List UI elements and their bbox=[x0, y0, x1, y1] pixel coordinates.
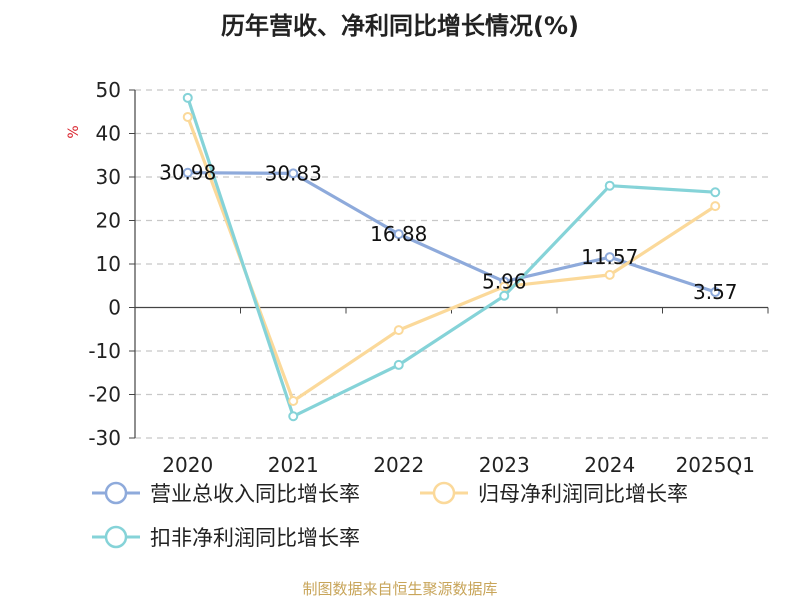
chart-title: 历年营收、净利同比增长情况(%) bbox=[221, 12, 579, 40]
data-point[interactable] bbox=[604, 252, 615, 263]
grid-lines bbox=[135, 89, 768, 439]
data-point[interactable] bbox=[182, 92, 193, 103]
data-point[interactable] bbox=[288, 396, 299, 407]
x-tick-labels: 2020 2021 2022 2023 2024 2025Q1 bbox=[162, 453, 755, 477]
y-tick-label: -20 bbox=[88, 383, 121, 407]
data-point[interactable] bbox=[182, 111, 193, 122]
legend-marker bbox=[104, 481, 128, 505]
y-tick-label: 10 bbox=[96, 252, 121, 276]
data-point[interactable] bbox=[604, 269, 615, 280]
source-note: 制图数据来自恒生聚源数据库 bbox=[302, 580, 498, 598]
series-line-2 bbox=[186, 116, 717, 403]
legend-marker bbox=[104, 525, 128, 549]
data-labels: 30.98 30.83 16.88 5.96 11.57 3.57 bbox=[159, 161, 737, 304]
legend-label: 归母净利润同比增长率 bbox=[478, 482, 688, 506]
x-tick-label: 2020 bbox=[162, 453, 213, 477]
series-line-1 bbox=[187, 171, 716, 294]
y-tick-label: 50 bbox=[96, 78, 121, 102]
data-point[interactable] bbox=[499, 290, 510, 301]
data-label: 16.88 bbox=[370, 222, 427, 246]
x-tick-label: 2023 bbox=[479, 453, 530, 477]
data-point[interactable] bbox=[604, 180, 615, 191]
data-point[interactable] bbox=[393, 229, 404, 240]
legend-item[interactable]: 归母净利润同比增长率 bbox=[420, 481, 688, 506]
data-label: 30.83 bbox=[265, 161, 322, 185]
data-label: 5.96 bbox=[482, 270, 527, 294]
x-tick-label: 2025Q1 bbox=[676, 453, 755, 477]
data-point[interactable] bbox=[393, 359, 404, 370]
data-point[interactable] bbox=[710, 201, 721, 212]
data-point[interactable] bbox=[393, 325, 404, 336]
y-tick-label: 0 bbox=[108, 296, 121, 320]
y-axis-unit-label: % bbox=[66, 125, 82, 138]
y-tick-label: 40 bbox=[96, 122, 121, 146]
y-tick-label: 20 bbox=[96, 209, 121, 233]
data-point[interactable] bbox=[288, 168, 299, 179]
data-point[interactable] bbox=[710, 187, 721, 198]
series-points bbox=[182, 92, 721, 422]
data-label: 11.57 bbox=[581, 245, 638, 269]
x-tick-label: 2022 bbox=[373, 453, 424, 477]
legend-label: 扣非净利润同比增长率 bbox=[150, 526, 360, 550]
x-tick-label: 2024 bbox=[584, 453, 635, 477]
legend-item[interactable]: 营业总收入同比增长率 bbox=[92, 481, 360, 506]
legend-item[interactable]: 扣非净利润同比增长率 bbox=[92, 525, 360, 550]
series-line-3 bbox=[186, 97, 716, 418]
legend-label: 营业总收入同比增长率 bbox=[150, 482, 360, 506]
data-point[interactable] bbox=[499, 281, 510, 292]
x-tick-label: 2021 bbox=[268, 453, 319, 477]
data-label: 30.98 bbox=[159, 161, 216, 185]
legend-marker bbox=[432, 481, 456, 505]
y-tick-label: 30 bbox=[96, 165, 121, 189]
y-tick-labels: 50 40 30 20 10 0 -10 -20 -30 bbox=[88, 78, 121, 450]
data-label: 3.57 bbox=[693, 280, 738, 304]
data-point[interactable] bbox=[182, 167, 193, 178]
y-tick-label: -10 bbox=[88, 339, 121, 363]
series-lines bbox=[186, 97, 717, 418]
y-tick-label: -30 bbox=[88, 426, 121, 450]
data-point[interactable] bbox=[710, 286, 721, 297]
data-point[interactable] bbox=[288, 411, 299, 422]
